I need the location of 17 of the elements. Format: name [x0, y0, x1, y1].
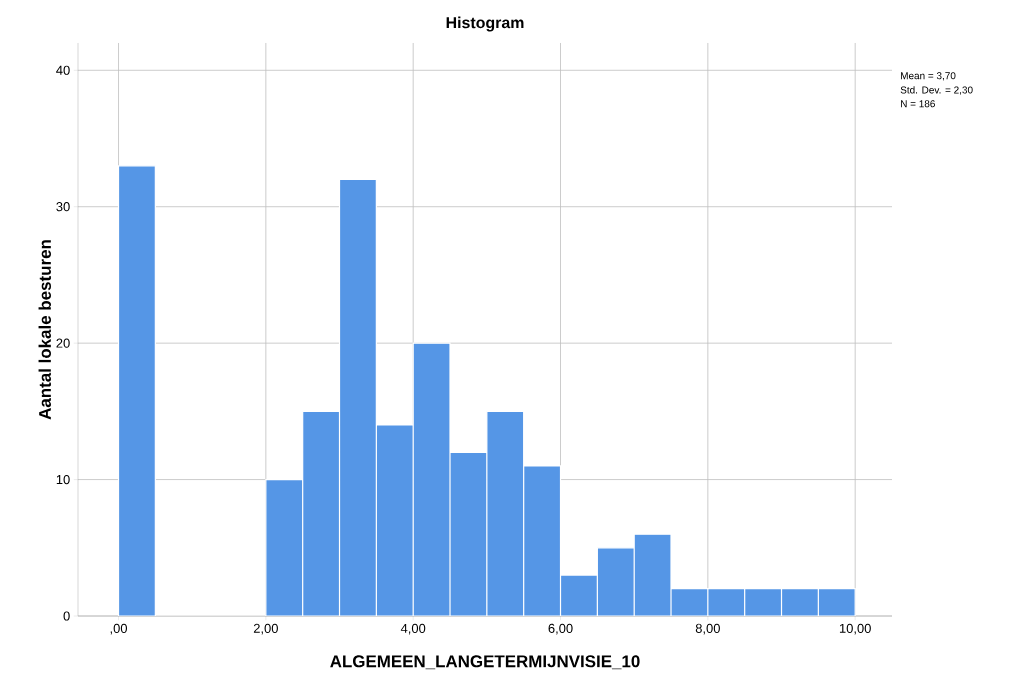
- x-tick-label: 10,00: [839, 623, 871, 635]
- y-tick-label: 20: [56, 338, 70, 348]
- y-tick-label: 0: [63, 611, 70, 621]
- x-tick-label: 2,00: [253, 623, 278, 635]
- text: Std. Dev. = 2,30: [900, 86, 973, 95]
- x-axis-title: ALGEMEEN_LANGETERMIJNVISIE_10: [330, 655, 640, 670]
- text: Mean = 3,70: [901, 72, 956, 81]
- x-tick-label: 4,00: [400, 623, 426, 635]
- x-tick-label: 8,00: [695, 623, 720, 635]
- chart-title: Histogram: [446, 16, 524, 32]
- y-tick-label: 10: [56, 474, 70, 485]
- y-axis-title: Aantal lokale besturen: [38, 240, 51, 420]
- y-tick-label: 40: [56, 65, 70, 75]
- x-tick-label: 6,00: [548, 623, 573, 635]
- x-tick-label: ,00: [110, 623, 128, 635]
- y-tick-label: 30: [56, 202, 70, 212]
- text: N = 186: [901, 100, 935, 108]
